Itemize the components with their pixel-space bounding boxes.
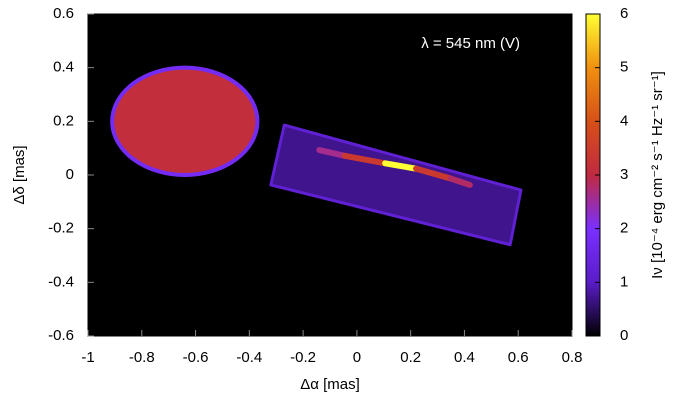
colorbar-tick-label: 6	[620, 5, 628, 22]
colorbar-tick-label: 1	[620, 273, 628, 290]
x-tick-label: -0.4	[236, 349, 262, 366]
colorbar-tick-label: 5	[620, 59, 628, 76]
x-tick-label: 0.4	[454, 349, 475, 366]
star	[110, 65, 260, 178]
y-tick-label: -0.4	[48, 273, 74, 290]
bright-band	[341, 152, 389, 167]
x-tick-label: 0.8	[562, 349, 583, 366]
annotation: λ = 545 nm (V)	[421, 35, 520, 52]
x-tick-label: -0.6	[183, 349, 209, 366]
bright-band	[382, 160, 420, 172]
x-tick-label: -0.8	[129, 349, 155, 366]
x-tick-label: 0.6	[508, 349, 529, 366]
colorbar-tick-label: 0	[620, 327, 628, 344]
y-tick-label: 0	[66, 166, 74, 183]
y-tick-label: -0.2	[48, 220, 74, 237]
colorbar-tick-label: 2	[620, 220, 628, 237]
x-tick-label: -0.2	[290, 349, 316, 366]
x-tick-label: 0	[353, 349, 361, 366]
colorbar-tick-label: 3	[620, 166, 628, 183]
bright-band	[413, 165, 454, 182]
bright-band	[316, 147, 348, 159]
colorbar-tick-label: 4	[620, 112, 628, 129]
y-tick-label: 0.2	[53, 112, 74, 129]
x-tick-label: -1	[81, 349, 94, 366]
y-tick-label: -0.6	[48, 327, 74, 344]
y-tick-label: 0.6	[53, 5, 74, 22]
x-tick-label: 0.2	[400, 349, 421, 366]
colorbar-label: Iν [10⁻⁴ erg cm⁻² s⁻¹ Hz⁻¹ sr⁻¹]	[649, 71, 666, 279]
x-axis-label: Δα [mas]	[300, 376, 360, 393]
bright-band	[448, 175, 473, 188]
y-tick-label: 0.4	[53, 59, 74, 76]
y-axis-label: Δδ [mas]	[11, 145, 28, 204]
